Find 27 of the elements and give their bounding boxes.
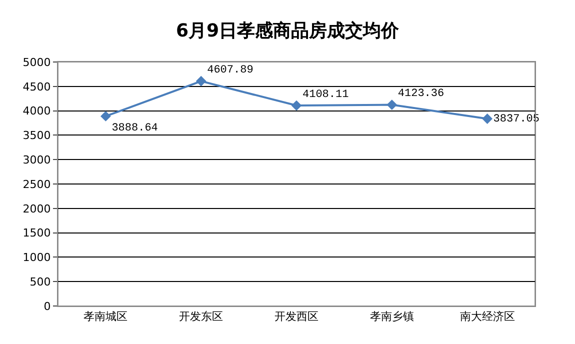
point [291, 100, 302, 111]
point [386, 100, 398, 110]
y-tick-label: 0 [44, 300, 51, 313]
data-label: 3837.05 [493, 114, 540, 126]
y-tick-label: 4500 [22, 80, 51, 94]
chart-title: 6月9日孝感商品房成交均价 [176, 20, 400, 42]
x-tick-label: 开发东区 [179, 310, 224, 324]
y-tick-label: 500 [30, 275, 51, 288]
y-tick-label: 2500 [22, 178, 51, 191]
data-label: 4123.36 [398, 88, 444, 100]
x-tick-label: 孝南城区 [84, 310, 128, 324]
x-tick-label: 开发西区 [274, 310, 318, 324]
y-tick-label: 3500 [22, 129, 51, 142]
y-tick-label: 1500 [22, 226, 51, 240]
y-tick-label: 4000 [22, 104, 51, 118]
y-tick-label: 5000 [22, 56, 51, 69]
y-tick-label: 2000 [22, 202, 51, 216]
data-label: 4108.11 [302, 88, 350, 101]
data-label: 4607.89 [207, 64, 254, 76]
data-label: 3888.64 [112, 122, 158, 134]
y-tick-label: 3000 [22, 153, 51, 166]
y-tick-label: 1000 [22, 251, 51, 264]
point [482, 114, 492, 124]
point [100, 111, 111, 122]
x-tick-label: 孝南乡镇 [370, 310, 414, 324]
point [196, 76, 206, 86]
x-tick-label: 南大经济区 [460, 310, 515, 324]
